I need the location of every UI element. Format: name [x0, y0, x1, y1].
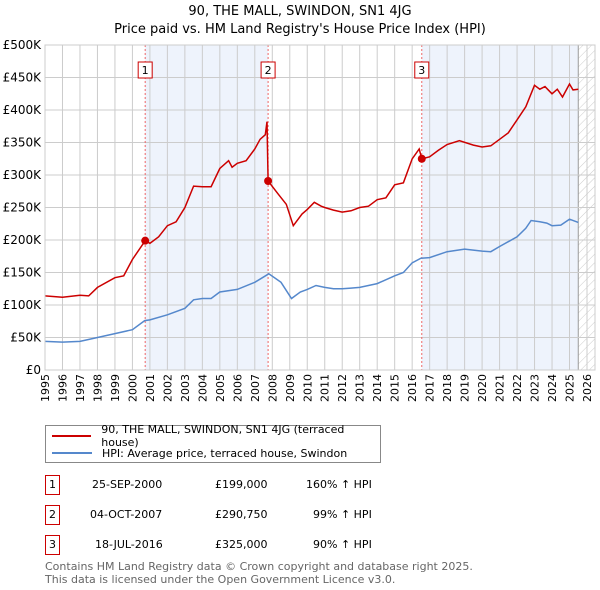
transaction-hpi: 160% ↑ HPI — [306, 478, 372, 491]
transaction-date: 25-SEP-2000 — [92, 478, 163, 491]
y-tick-label: £250K — [3, 201, 43, 215]
x-tick-label: 2009 — [284, 374, 297, 402]
x-tick-label: 2015 — [389, 374, 402, 402]
legend-swatch — [52, 435, 92, 437]
x-tick-label: 2002 — [161, 374, 174, 402]
transaction-number: 3 — [45, 535, 60, 555]
transaction-point — [141, 236, 150, 245]
x-tick-label: 2010 — [301, 374, 314, 402]
x-tick-label: 2016 — [406, 374, 419, 402]
x-tick-label: 2012 — [336, 374, 349, 402]
transaction-marker-label: 3 — [418, 64, 425, 77]
transaction-marker-box — [260, 61, 276, 79]
x-tick-label: 2011 — [319, 374, 332, 402]
plot-border — [44, 44, 596, 371]
chart: 1995 1996 1997 1998 1999 2000 2001 2002 2003 2004… — [3, 38, 596, 402]
transaction-number: 2 — [45, 505, 60, 525]
x-tick-label: 1998 — [91, 374, 104, 402]
transaction-marker-box — [414, 61, 430, 79]
y-tick-label: £350K — [3, 136, 43, 150]
y-tick-label: £100K — [3, 298, 43, 312]
legend-item-property: 90, THE MALL, SWINDON, SN1 4JG (terraced… — [52, 423, 380, 449]
title: 90, THE MALL, SWINDON, SN1 4JG — [188, 4, 412, 19]
x-tick-label: 2024 — [546, 374, 559, 402]
footer: Contains HM Land Registry data © Crown c… — [45, 560, 473, 586]
transaction-marker-label: 1 — [142, 64, 149, 77]
legend-label: HPI: Average price, terraced house, Swin… — [102, 446, 348, 460]
y-tick-label: £300K — [3, 168, 43, 182]
x-tick-label: 1996 — [56, 374, 69, 402]
x-tick-label: 2019 — [459, 374, 472, 402]
x-tick-label: 2007 — [249, 374, 262, 402]
x-tick-label: 2021 — [494, 374, 507, 402]
transaction-marker-label: 2 — [265, 64, 272, 77]
legend-swatch — [52, 452, 92, 454]
x-tick-label: 1997 — [74, 374, 87, 402]
transaction-hpi: 90% ↑ HPI — [313, 538, 372, 551]
x-tick-label: 2022 — [511, 374, 524, 402]
x-tick-label: 2014 — [371, 374, 384, 402]
y-tick-label: £400K — [3, 103, 43, 117]
transaction-price: £290,750 — [215, 508, 268, 521]
x-tick-label: 1999 — [109, 374, 122, 402]
y-tick-label: £450K — [3, 71, 43, 85]
y-tick-label: £150K — [3, 266, 43, 280]
x-tick-label: 2020 — [476, 374, 489, 402]
x-tick-label: 2018 — [441, 374, 454, 402]
legend: 90, THE MALL, SWINDON, SN1 4JG (terraced… — [45, 423, 381, 463]
transaction-point — [264, 177, 273, 186]
x-tick-label: 2003 — [179, 374, 192, 402]
transaction-point — [417, 154, 426, 163]
footer-copyright: Contains HM Land Registry data © Crown c… — [45, 560, 473, 573]
transaction-row: 2 04-OCT-2007 £290,750 99% ↑ HPI — [45, 505, 425, 525]
legend-item-hpi: HPI: Average price, terraced house, Swin… — [52, 445, 347, 461]
legend-label: 90, THE MALL, SWINDON, SN1 4JG (terraced… — [101, 423, 345, 449]
hpi-line — [44, 218, 579, 343]
transaction-row: 3 18-JUL-2016 £325,000 90% ↑ HPI — [45, 535, 425, 555]
x-tick-label: 2000 — [126, 374, 139, 402]
transaction-hpi: 99% ↑ HPI — [313, 508, 372, 521]
x-tick-label: 2006 — [231, 374, 244, 402]
chart-title: 90, THE MALL, SWINDON, SN1 4JG Price pai… — [0, 3, 600, 39]
x-tick-label: 2023 — [529, 374, 542, 402]
x-tick-label: 2004 — [196, 374, 209, 402]
x-tick-label: 1995 — [39, 374, 52, 402]
transaction-date: 18-JUL-2016 — [95, 538, 163, 551]
subtitle: Price paid vs. HM Land Registry's House … — [114, 22, 486, 37]
x-tick-label: 2001 — [144, 374, 157, 402]
property-price-line — [44, 82, 579, 298]
y-tick-label: £500K — [3, 38, 43, 52]
transaction-row: 1 25-SEP-2000 £199,000 160% ↑ HPI — [45, 475, 425, 495]
x-tick-label: 2025 — [564, 374, 577, 402]
x-tick-label: 2017 — [424, 374, 437, 402]
y-tick-label: £0 — [26, 363, 41, 377]
y-tick-label: £50K — [10, 331, 42, 345]
transaction-price: £325,000 — [215, 538, 268, 551]
x-tick-label: 2013 — [354, 374, 367, 402]
transaction-price: £199,000 — [215, 478, 268, 491]
transaction-marker-box — [137, 61, 153, 79]
footer-licence: This data is licensed under the Open Gov… — [45, 573, 396, 586]
transaction-date: 04-OCT-2007 — [90, 508, 163, 521]
y-tick-label: £200K — [3, 233, 43, 247]
transaction-number: 1 — [45, 475, 60, 495]
x-tick-label: 2026 — [581, 374, 594, 402]
x-tick-label: 2005 — [214, 374, 227, 402]
x-tick-label: 2008 — [266, 374, 279, 402]
